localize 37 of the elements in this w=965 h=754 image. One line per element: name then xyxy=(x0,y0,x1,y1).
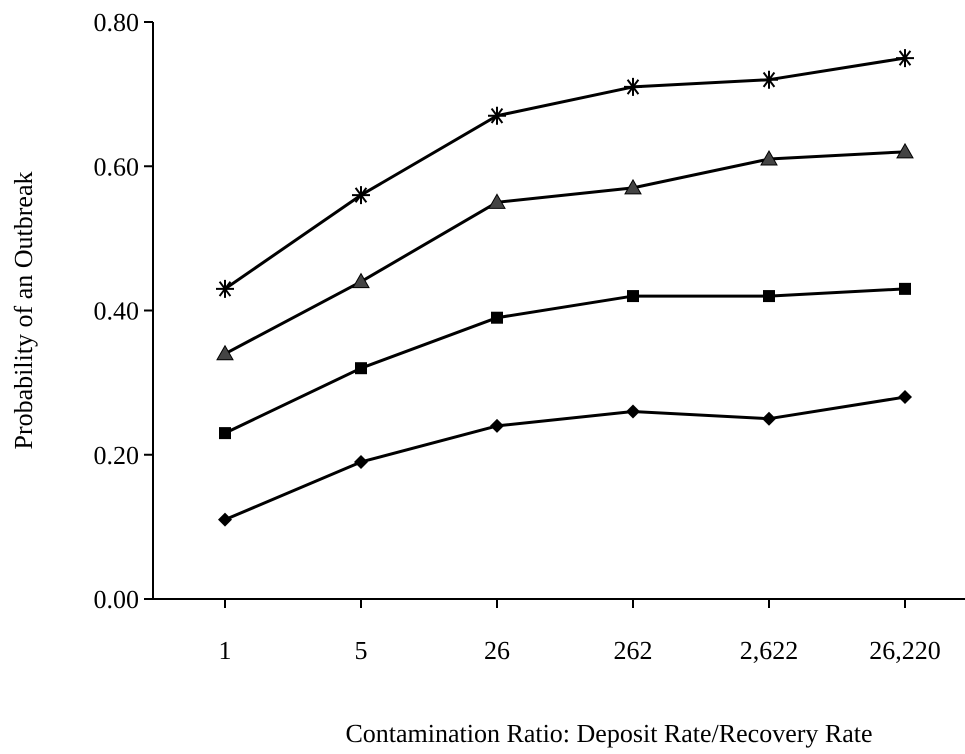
point xyxy=(759,70,779,90)
point xyxy=(624,179,642,194)
point xyxy=(763,290,775,302)
point xyxy=(219,427,231,440)
y-axis-title: Probability of an Outbreak xyxy=(9,172,38,450)
point xyxy=(488,194,506,209)
point xyxy=(216,345,234,360)
y-tick-label: 0.00 xyxy=(94,585,139,614)
point xyxy=(354,454,368,469)
x-tick-label: 5 xyxy=(354,636,368,665)
point xyxy=(351,185,371,206)
point xyxy=(352,273,370,288)
point xyxy=(218,512,232,527)
x-tick-label: 1 xyxy=(218,636,232,665)
point xyxy=(487,106,507,126)
point xyxy=(623,76,643,97)
point xyxy=(490,418,504,433)
y-tick-label: 0.60 xyxy=(94,152,139,182)
point xyxy=(762,412,776,426)
point xyxy=(895,48,915,68)
point xyxy=(215,278,235,299)
x-tick-label: 2,622 xyxy=(740,636,798,665)
point xyxy=(898,390,912,404)
x-tick-label: 262 xyxy=(614,636,652,665)
point xyxy=(355,362,367,374)
point xyxy=(627,290,639,302)
x-tick-label: 26,220 xyxy=(869,636,941,665)
point xyxy=(626,404,640,418)
y-tick-label: 0.80 xyxy=(94,8,139,38)
x-axis-title: Contamination Ratio: Deposit Rate/Recovery Rate xyxy=(345,719,873,748)
point xyxy=(760,150,778,166)
point xyxy=(899,282,911,295)
y-tick-label: 0.20 xyxy=(94,440,139,470)
point xyxy=(491,312,503,324)
point xyxy=(896,143,914,158)
y-tick-label: 0.40 xyxy=(94,296,139,326)
x-tick-label: 26 xyxy=(484,636,510,665)
